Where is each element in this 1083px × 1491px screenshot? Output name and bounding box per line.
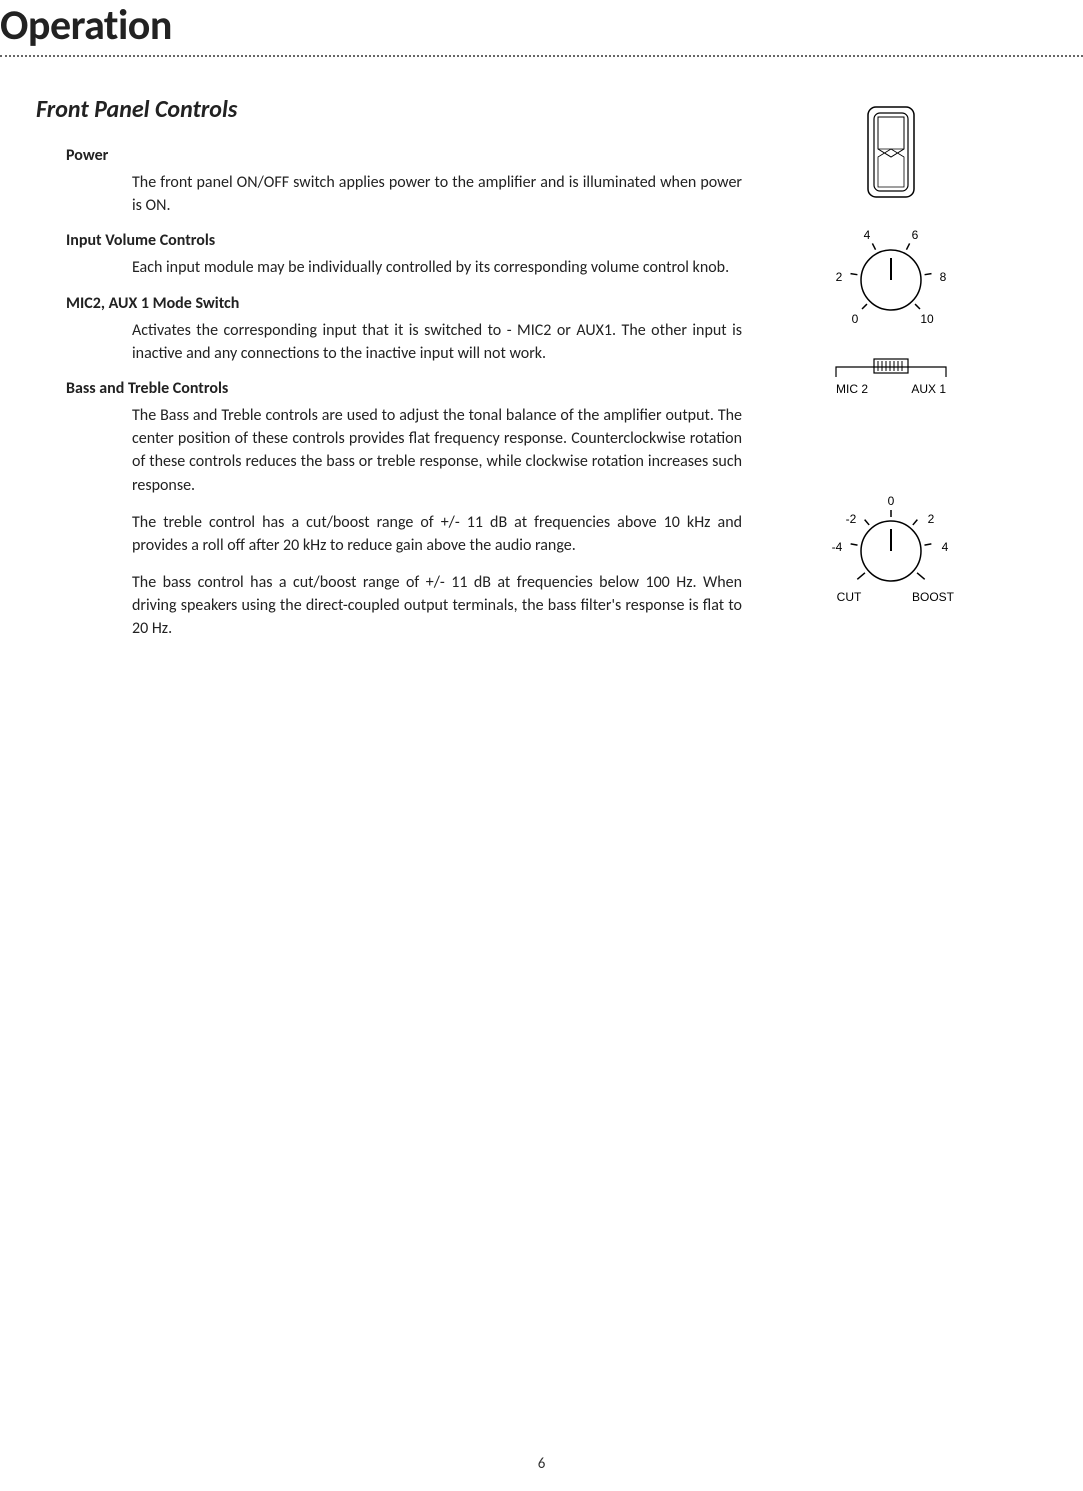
figure-volume-knob: 0 2 4 6 8 10: [831, 225, 951, 335]
vol-tick-0: 0: [852, 312, 859, 326]
tone-tick-p2: 2: [928, 512, 935, 526]
subhead-tone: Bass and Treble Controls: [66, 379, 756, 398]
section-title: Front Panel Controls: [36, 95, 756, 124]
figure-column: 0 2 4 6 8 10: [786, 95, 996, 655]
mode-label-left: MIC 2: [836, 382, 868, 396]
vol-tick-6: 6: [912, 228, 919, 242]
vol-tick-10: 10: [920, 312, 934, 326]
body-tone-1: The Bass and Treble controls are used to…: [132, 404, 742, 497]
page-title: Operation: [0, 0, 1083, 55]
figure-tone-knob: 0 -2 2 -4 4 CUT BOOST: [821, 493, 961, 613]
vol-tick-8: 8: [940, 270, 947, 284]
text-column: Front Panel Controls Power The front pan…: [36, 95, 756, 655]
mode-label-right: AUX 1: [911, 382, 946, 396]
subhead-mode: MIC2, AUX 1 Mode Switch: [66, 294, 756, 313]
tone-tick-0: 0: [888, 494, 895, 508]
mode-switch-icon: MIC 2 AUX 1: [816, 357, 966, 403]
subhead-power: Power: [66, 146, 756, 165]
tone-tick-p4: 4: [942, 540, 949, 554]
tone-label-cut: CUT: [837, 590, 862, 604]
volume-knob-icon: 0 2 4 6 8 10: [831, 225, 951, 335]
subhead-volume: Input Volume Controls: [66, 231, 756, 250]
tone-label-boost: BOOST: [912, 590, 955, 604]
vol-tick-2: 2: [836, 270, 843, 284]
body-mode: Activates the corresponding input that i…: [132, 319, 742, 365]
figure-power-switch: [856, 103, 926, 203]
body-tone-3: The bass control has a cut/boost range o…: [132, 571, 742, 641]
tone-knob-icon: 0 -2 2 -4 4 CUT BOOST: [821, 493, 961, 613]
content-row: Front Panel Controls Power The front pan…: [0, 57, 1083, 655]
body-tone-2: The treble control has a cut/boost range…: [132, 511, 742, 557]
page-number: 6: [0, 1455, 1083, 1473]
vol-tick-4: 4: [864, 228, 871, 242]
body-volume: Each input module may be individually co…: [132, 256, 742, 279]
body-power: The front panel ON/OFF switch applies po…: [132, 171, 742, 217]
power-switch-icon: [856, 103, 926, 203]
tone-tick-m2: -2: [846, 512, 857, 526]
figure-mode-switch: MIC 2 AUX 1: [816, 357, 966, 403]
tone-tick-m4: -4: [832, 540, 843, 554]
